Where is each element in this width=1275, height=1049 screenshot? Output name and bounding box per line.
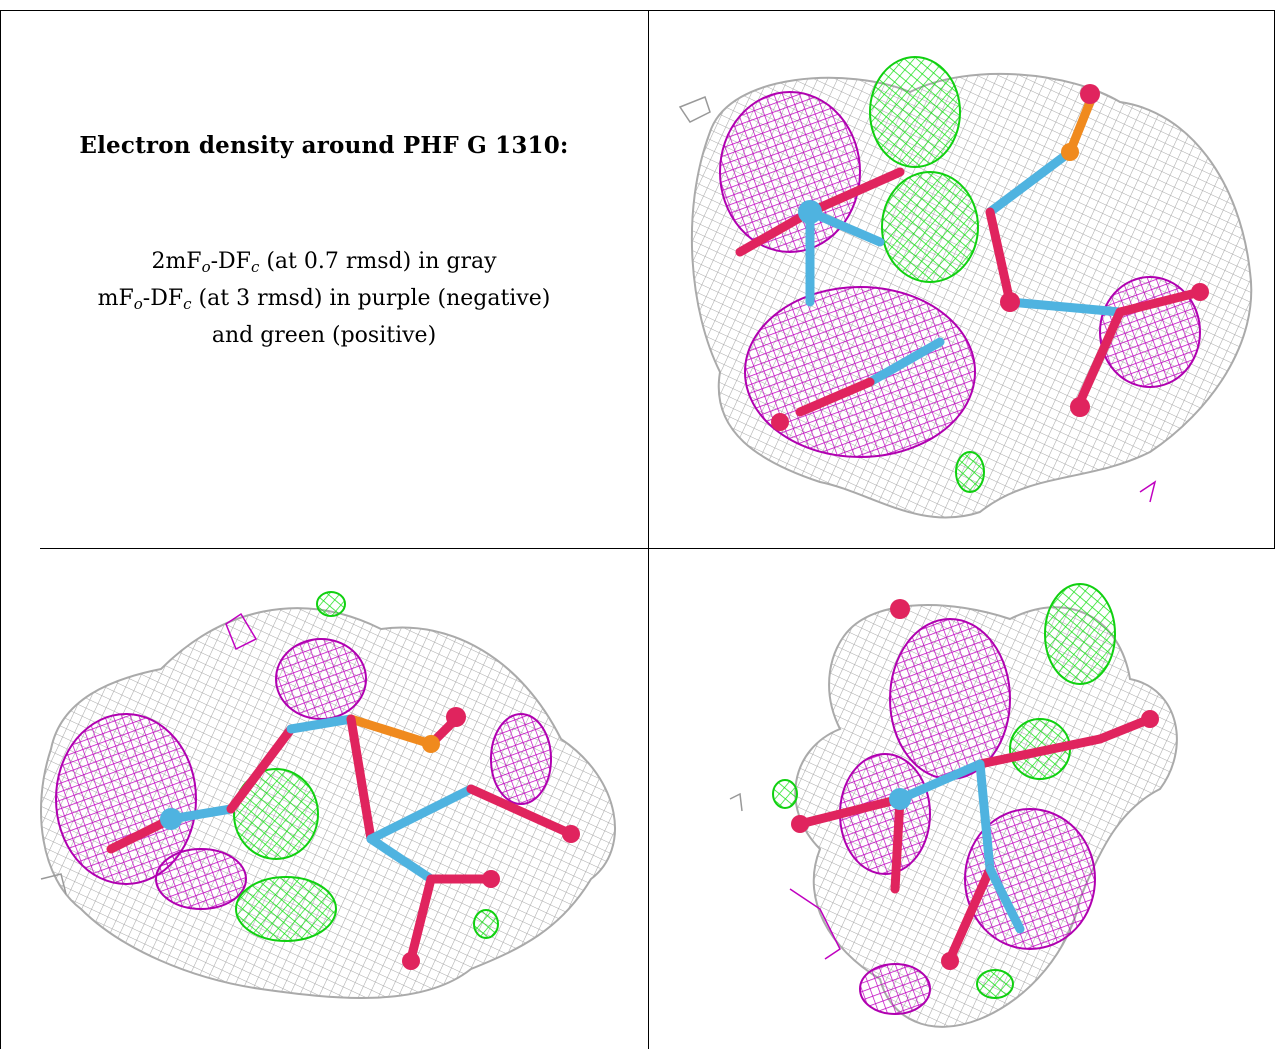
density-view-bottom-left <box>1 549 647 1049</box>
stray-mesh-fragment <box>730 794 742 811</box>
caption-cell: Electron density around PHF G 1310: 2mFo… <box>0 0 648 548</box>
positive-density-blob <box>317 592 345 616</box>
density-image-2 <box>1 549 647 1049</box>
positive-density-blob <box>977 970 1013 998</box>
negative-density-blob <box>890 619 1010 779</box>
negative-density-blob <box>860 964 930 1014</box>
negative-density-blob <box>491 714 551 804</box>
legend-line-green: and green (positive) <box>0 320 648 351</box>
density-view-bottom-right <box>650 549 1274 1049</box>
stray-mesh-fragment <box>680 97 710 122</box>
positive-density-blob <box>882 172 978 282</box>
positive-density-blob <box>474 910 498 938</box>
density-image-3 <box>650 549 1274 1049</box>
caption-title: Electron density around PHF G 1310: <box>0 132 648 159</box>
center-border <box>648 10 649 1049</box>
positive-density-blob <box>236 877 336 941</box>
caption-legend: 2mFo-DFc (at 0.7 rmsd) in gray mFo-DFc (… <box>0 246 648 351</box>
density-view-top-right <box>650 12 1274 547</box>
positive-density-blob <box>870 57 960 167</box>
negative-density-blob <box>156 849 246 909</box>
positive-density-blob <box>1045 584 1115 684</box>
negative-density-blob <box>745 287 975 457</box>
stray-mesh-fragment <box>1140 482 1155 502</box>
positive-density-blob <box>956 452 984 492</box>
negative-density-blob <box>276 639 366 719</box>
legend-line-difference: mFo-DFc (at 3 rmsd) in purple (negative) <box>0 283 648 320</box>
legend-line-gray: 2mFo-DFc (at 0.7 rmsd) in gray <box>0 246 648 283</box>
positive-density-blob <box>773 780 797 808</box>
density-image-1 <box>650 12 1274 547</box>
